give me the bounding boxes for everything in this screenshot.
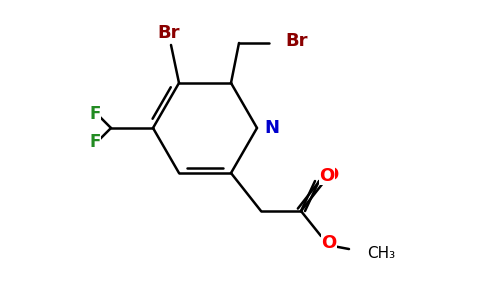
Text: N: N	[264, 119, 279, 137]
Text: Br: Br	[285, 32, 307, 50]
Text: F: F	[90, 105, 101, 123]
Text: O: O	[319, 167, 334, 185]
Text: F: F	[90, 133, 101, 151]
Text: O: O	[323, 166, 339, 184]
Text: O: O	[321, 234, 337, 252]
Text: CH₃: CH₃	[367, 245, 395, 260]
Text: Br: Br	[158, 24, 180, 42]
